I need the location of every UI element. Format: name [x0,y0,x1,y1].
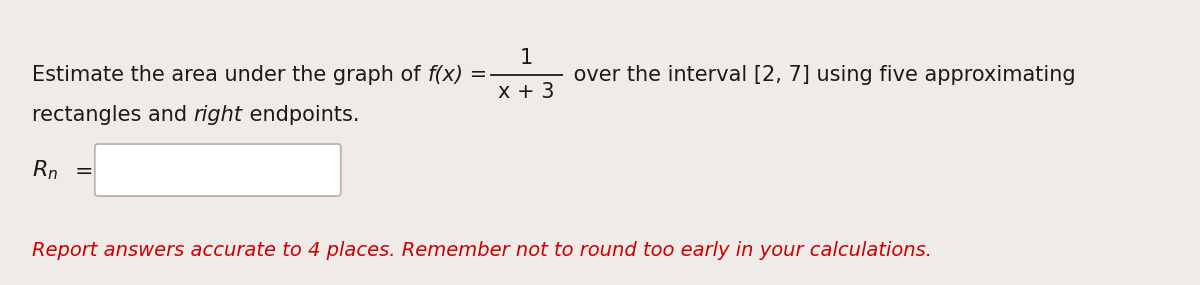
Text: =: = [463,65,494,85]
Text: Report answers accurate to 4 places. Remember not to round too early in your cal: Report answers accurate to 4 places. Rem… [32,241,932,260]
Text: over the interval [2, 7] using five approximating: over the interval [2, 7] using five appr… [566,65,1075,85]
Text: 1: 1 [520,48,533,68]
Text: $=$: $=$ [70,160,92,180]
Text: f(x): f(x) [427,65,463,85]
Text: endpoints.: endpoints. [242,105,359,125]
Text: right: right [193,105,242,125]
Text: $R_n$: $R_n$ [32,158,59,182]
Text: Estimate the area under the graph of: Estimate the area under the graph of [32,65,427,85]
FancyBboxPatch shape [95,144,341,196]
Text: rectangles and: rectangles and [32,105,193,125]
Text: x + 3: x + 3 [498,82,554,102]
